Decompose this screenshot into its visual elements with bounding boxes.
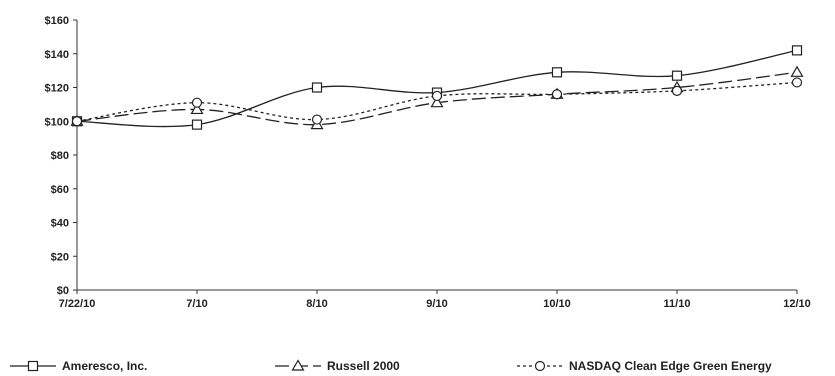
data-point-circle bbox=[311, 114, 323, 125]
legend-item: Ameresco, Inc. bbox=[10, 359, 147, 373]
data-point-square bbox=[671, 70, 683, 81]
data-point-square bbox=[311, 82, 323, 93]
data-point-circle bbox=[671, 85, 683, 96]
legend-marker-circle bbox=[534, 360, 546, 372]
y-tick-label: $60 bbox=[51, 184, 69, 196]
y-tick-label: $80 bbox=[51, 150, 69, 162]
x-axis-ticks: 7/22/10 7/10 8/10 9/10 10/10 11/10 12/10 bbox=[59, 290, 811, 310]
series-circle bbox=[71, 77, 803, 127]
x-tick-label: 7/22/10 bbox=[59, 298, 96, 310]
legend-label: Ameresco, Inc. bbox=[62, 359, 147, 373]
data-point-triangle bbox=[790, 65, 804, 77]
data-point-circle bbox=[71, 116, 83, 127]
chart-axes bbox=[76, 20, 797, 291]
data-point-square bbox=[551, 67, 563, 78]
legend-item: NASDAQ Clean Edge Green Energy bbox=[517, 359, 772, 373]
data-point-triangle bbox=[430, 95, 444, 108]
x-tick-label: 12/10 bbox=[783, 298, 811, 310]
series-layer bbox=[70, 45, 804, 130]
data-point-circle bbox=[551, 89, 563, 100]
data-point-circle bbox=[791, 77, 803, 88]
legend-marker-square bbox=[27, 360, 39, 372]
y-tick-label: $120 bbox=[45, 83, 69, 95]
y-axis-ticks: $0 $20 $40 $60 $80 $100 $120 $140 $160 bbox=[45, 15, 77, 297]
data-point-square bbox=[191, 119, 203, 130]
legend-item: Russell 2000 bbox=[275, 359, 400, 373]
data-point-circle bbox=[431, 90, 443, 102]
x-tick-label: 11/10 bbox=[664, 298, 691, 310]
x-tick-label: 9/10 bbox=[426, 298, 447, 310]
legend-label: Russell 2000 bbox=[327, 359, 400, 373]
x-tick-label: 8/10 bbox=[306, 298, 327, 310]
data-point-square bbox=[791, 45, 803, 56]
data-point-triangle bbox=[190, 102, 204, 115]
legend-label: NASDAQ Clean Edge Green Energy bbox=[569, 359, 772, 373]
x-tick-label: 10/10 bbox=[543, 298, 571, 310]
y-tick-label: $40 bbox=[51, 218, 69, 230]
y-tick-label: $100 bbox=[45, 116, 69, 128]
y-tick-label: $160 bbox=[45, 15, 69, 27]
series-square bbox=[71, 45, 803, 130]
legend: Ameresco, Inc. Russell 2000 NASDAQ Clean E… bbox=[10, 359, 772, 373]
legend-marker-triangle bbox=[291, 359, 305, 371]
data-point-circle bbox=[191, 97, 203, 108]
y-tick-label: $20 bbox=[51, 251, 69, 263]
y-tick-label: $0 bbox=[57, 285, 69, 297]
y-tick-label: $140 bbox=[45, 49, 69, 61]
x-tick-label: 7/10 bbox=[186, 298, 207, 310]
